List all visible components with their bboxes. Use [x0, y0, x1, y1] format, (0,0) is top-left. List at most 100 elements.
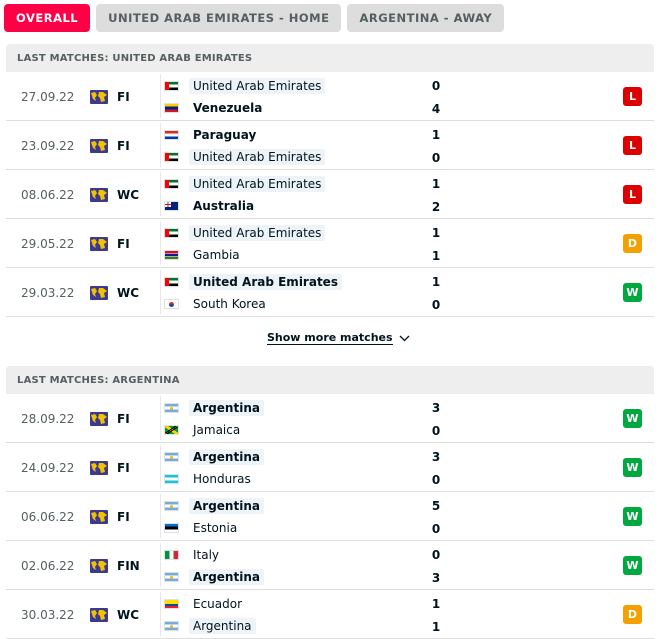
- world-globe-icon: [90, 460, 108, 475]
- match-row[interactable]: 29.03.22 WC United Arab Emirates South Kore…: [6, 268, 654, 317]
- match-row[interactable]: 30.03.22 WC Ecuador Argentina 1 1 D: [6, 590, 654, 639]
- world-globe-icon: [90, 607, 108, 622]
- divider: [160, 123, 161, 167]
- away-team[interactable]: Jamaica: [164, 420, 244, 440]
- divider: [160, 543, 161, 587]
- divider: [160, 172, 161, 216]
- home-score: 1: [431, 128, 441, 142]
- match-row[interactable]: 28.09.22 FI Argentina Jamaica 3 0 W: [6, 394, 654, 443]
- competition-label: WC: [117, 285, 140, 300]
- divider: [160, 74, 161, 118]
- home-score: 1: [431, 597, 441, 611]
- away-team[interactable]: Argentina: [164, 567, 264, 587]
- home-team[interactable]: Ecuador: [164, 594, 246, 614]
- divider: [160, 494, 161, 538]
- chevron-down-icon: [399, 335, 410, 341]
- competition-label: FI: [117, 138, 130, 153]
- away-team-name: Estonia: [193, 521, 238, 535]
- world-globe-icon: [90, 509, 108, 524]
- away-team[interactable]: Estonia: [164, 518, 241, 538]
- match-row[interactable]: 06.06.22 FI Argentina Estonia 5 0 W: [6, 492, 654, 541]
- away-score: 0: [431, 522, 441, 536]
- result-badge: W: [623, 283, 642, 302]
- home-score: 1: [431, 177, 441, 191]
- match-row[interactable]: 24.09.22 FI Argentina Honduras 3 0 W: [6, 443, 654, 492]
- match-date: 29.03.22: [21, 285, 75, 300]
- match-date: 06.06.22: [21, 509, 75, 524]
- away-team[interactable]: Gambia: [164, 245, 244, 265]
- match-row[interactable]: 27.09.22 FI United Arab Emirates Venezuela 0…: [6, 72, 654, 121]
- filter-tabs: OVERALL UNITED ARAB EMIRATES - HOME ARGE…: [4, 4, 505, 32]
- competition-label: FI: [117, 509, 130, 524]
- divider: [160, 445, 161, 489]
- match-date: 28.09.22: [21, 411, 75, 426]
- result-badge: W: [623, 507, 642, 526]
- match-row[interactable]: 02.06.22 FIN Italy Argentina 0 3 W: [6, 541, 654, 590]
- competition-label: WC: [117, 607, 140, 622]
- away-team[interactable]: Argentina: [164, 616, 256, 636]
- show-more-matches-button[interactable]: Show more matches: [267, 331, 410, 345]
- world-globe-icon: [90, 411, 108, 426]
- away-team[interactable]: Honduras: [164, 469, 255, 489]
- divider: [160, 221, 161, 265]
- match-row[interactable]: 08.06.22 WC United Arab Emirates Australia 1…: [6, 170, 654, 219]
- competition-label: WC: [117, 187, 140, 202]
- home-team-name: Argentina: [189, 498, 264, 514]
- par-flag-icon: [164, 130, 179, 140]
- tab-overall[interactable]: OVERALL: [4, 4, 91, 32]
- home-team[interactable]: Italy: [164, 545, 223, 565]
- uae-flag-icon: [164, 179, 179, 189]
- tab-home[interactable]: UNITED ARAB EMIRATES - HOME: [96, 4, 342, 32]
- divider: [160, 592, 161, 636]
- home-team-name: Paraguay: [193, 128, 257, 142]
- gam-flag-icon: [164, 250, 179, 260]
- match-row[interactable]: 29.05.22 FI United Arab Emirates Gambia 1 1 D: [6, 219, 654, 268]
- tab-away[interactable]: ARGENTINA - AWAY: [347, 4, 505, 32]
- home-team-name: Argentina: [189, 449, 264, 465]
- jam-flag-icon: [164, 425, 179, 435]
- arg-flag-icon: [164, 501, 179, 511]
- uae-flag-icon: [164, 228, 179, 238]
- away-score: 3: [431, 571, 441, 585]
- home-team[interactable]: Paraguay: [164, 125, 260, 145]
- competition-label: FI: [117, 236, 130, 251]
- away-team[interactable]: South Korea: [164, 294, 270, 314]
- match-row[interactable]: 23.09.22 FI Paraguay United Arab Emirates 1 0…: [6, 121, 654, 170]
- away-team-name: Gambia: [193, 248, 240, 262]
- away-team[interactable]: United Arab Emirates: [164, 147, 326, 167]
- home-team[interactable]: United Arab Emirates: [164, 272, 342, 292]
- home-team[interactable]: Argentina: [164, 447, 264, 467]
- kor-flag-icon: [164, 299, 179, 309]
- competition-label: FI: [117, 89, 130, 104]
- home-team[interactable]: Argentina: [164, 398, 264, 418]
- away-team-name: Argentina: [189, 569, 264, 585]
- uae-flag-icon: [164, 152, 179, 162]
- home-score: 3: [431, 401, 441, 415]
- result-badge: W: [623, 458, 642, 477]
- match-date: 30.03.22: [21, 607, 75, 622]
- match-date: 23.09.22: [21, 138, 75, 153]
- home-score: 0: [431, 548, 441, 562]
- away-team[interactable]: Australia: [164, 196, 258, 216]
- home-team[interactable]: United Arab Emirates: [164, 174, 326, 194]
- est-flag-icon: [164, 523, 179, 533]
- match-date: 08.06.22: [21, 187, 75, 202]
- away-team-name: Australia: [193, 199, 255, 213]
- away-score: 1: [431, 249, 441, 263]
- home-team[interactable]: United Arab Emirates: [164, 76, 326, 96]
- divider: [160, 270, 161, 314]
- home-team[interactable]: Argentina: [164, 496, 264, 516]
- home-team-name: Ecuador: [193, 597, 243, 611]
- home-team[interactable]: United Arab Emirates: [164, 223, 326, 243]
- world-globe-icon: [90, 236, 108, 251]
- result-badge: W: [623, 556, 642, 575]
- home-score: 5: [431, 499, 441, 513]
- away-team-name: South Korea: [193, 297, 266, 311]
- show-more-label: Show more matches: [267, 331, 393, 345]
- uae-flag-icon: [164, 277, 179, 287]
- away-team[interactable]: Venezuela: [164, 98, 266, 118]
- away-score: 0: [431, 424, 441, 438]
- away-team-name: Venezuela: [193, 101, 263, 115]
- world-globe-icon: [90, 138, 108, 153]
- away-team-name: Jamaica: [193, 423, 241, 437]
